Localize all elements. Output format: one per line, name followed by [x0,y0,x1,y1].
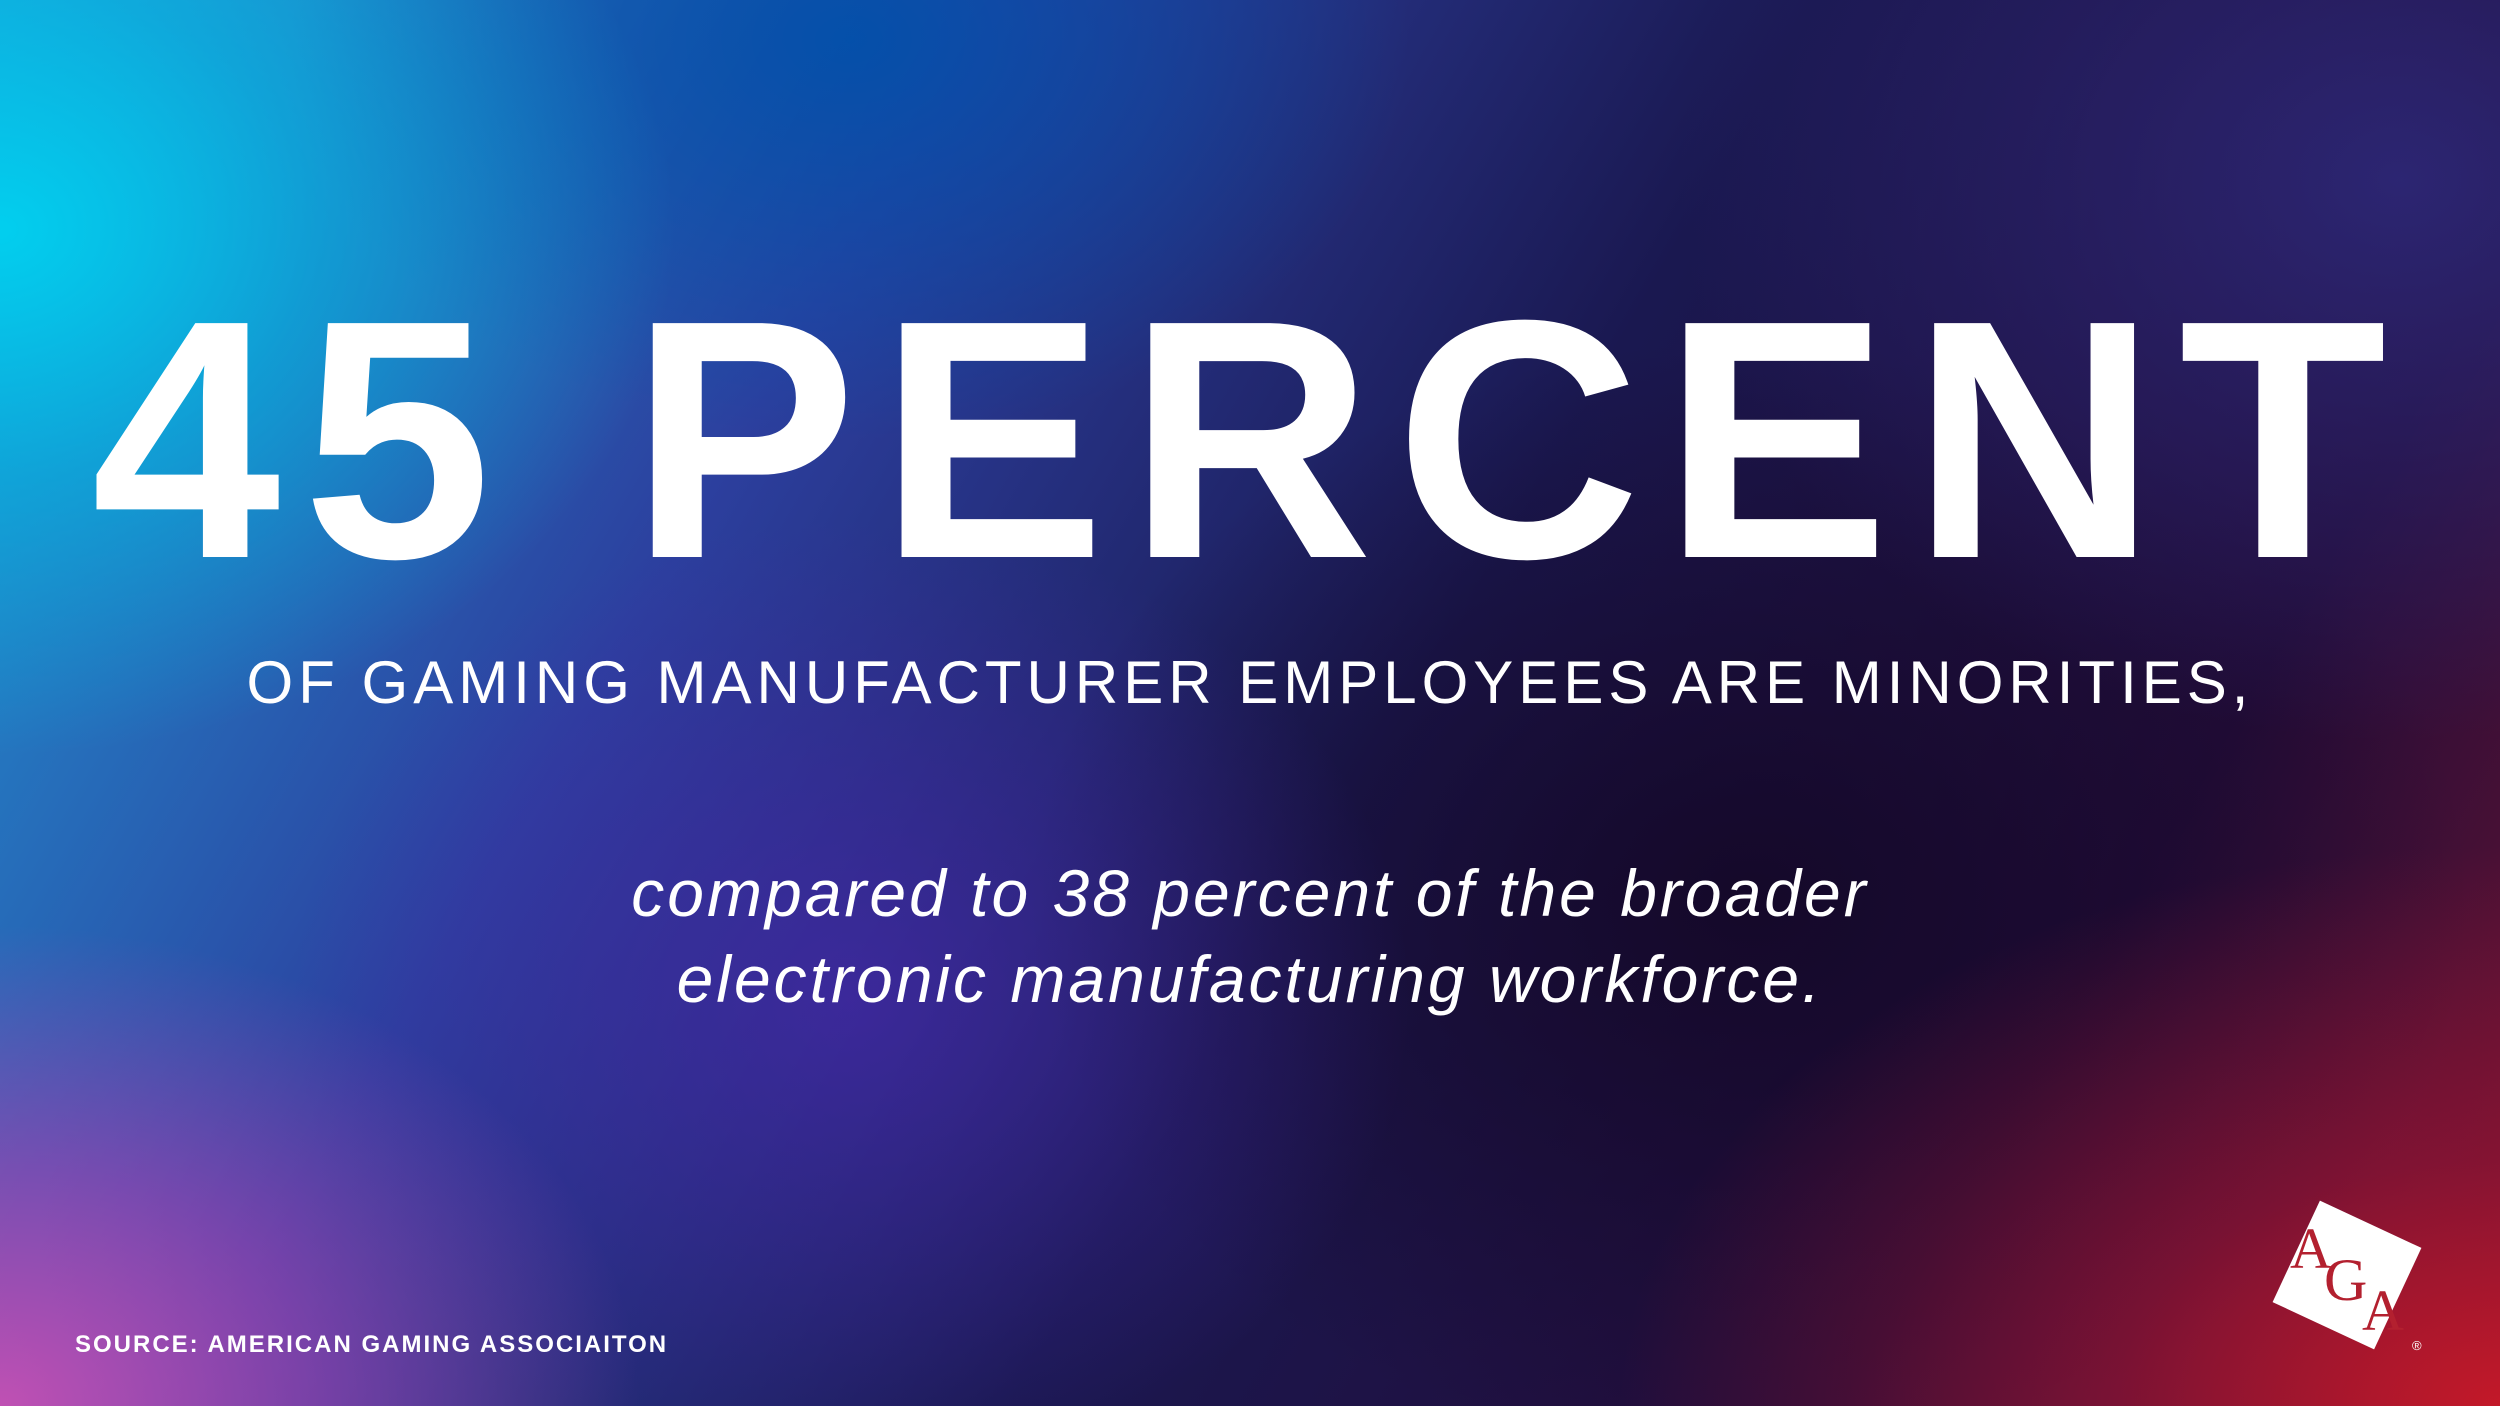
svg-text:®: ® [2412,1338,2422,1353]
comparison-line-2: electronic manufacturing workforce. [676,942,1824,1016]
subheadline: OF GAMING MANUFACTURER EMPLOYEES ARE MIN… [246,649,2254,716]
source-citation: SOURCE: AMERICAN GAMING ASSOCIAITON [75,1331,669,1358]
svg-text:A: A [2362,1278,2404,1343]
aga-logo-icon: A G A ® [2272,1200,2422,1353]
svg-text:G: G [2324,1247,2367,1313]
comparison-text: compared to 38 percent of the broader el… [0,850,2500,1022]
svg-text:A: A [2290,1216,2332,1281]
headline-statistic: 45 PERCENT [91,250,2409,630]
comparison-line-1: compared to 38 percent of the broader [631,856,1869,930]
